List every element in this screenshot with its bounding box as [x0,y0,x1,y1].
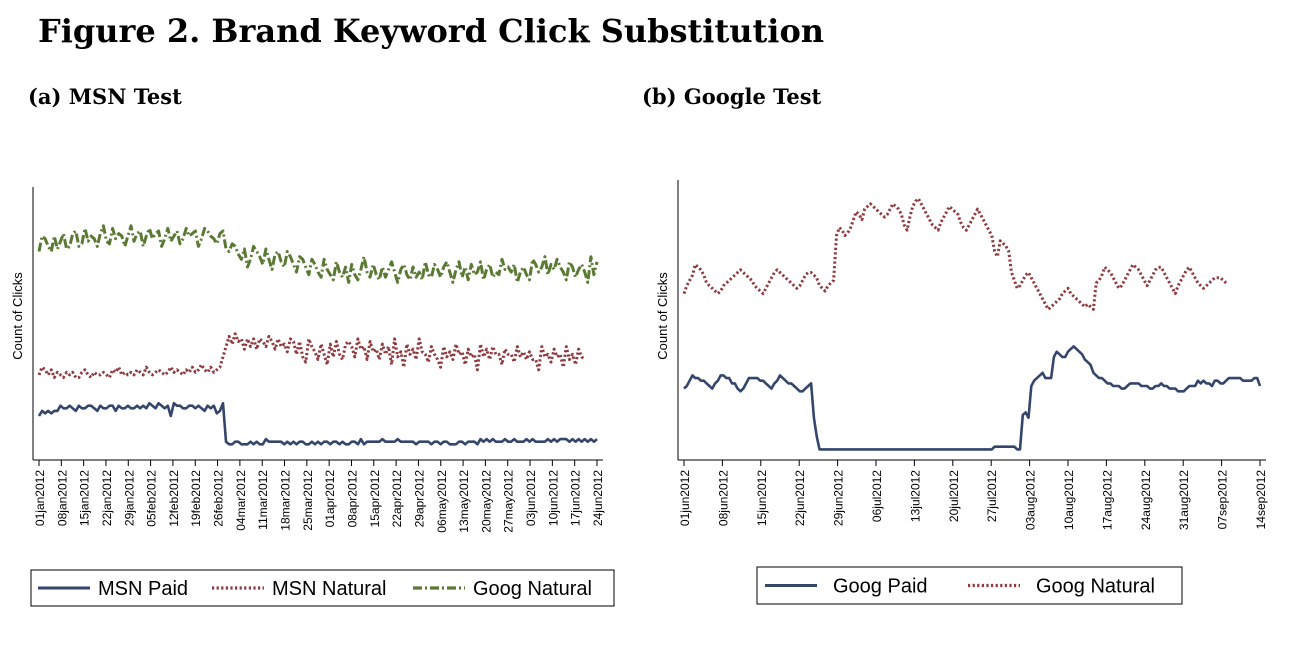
legend-label: Goog Paid [833,576,928,598]
x-tick-label: 27jul2012 [985,470,999,522]
x-tick-label: 06jul2012 [870,470,884,522]
x-tick-label: 01jun2012 [678,470,692,526]
x-tick-label: 29jan2012 [122,470,136,526]
x-tick-label: 08jun2012 [716,470,730,526]
x-tick-label: 10aug2012 [1062,470,1076,530]
x-tick-label: 22apr2012 [390,470,404,528]
x-tick-label: 13may2012 [457,470,471,533]
x-tick-label: 13jul2012 [908,470,922,522]
x-tick-label: 25mar2012 [301,470,315,531]
legend-label: Goog Natural [473,578,592,600]
series-line-goog-paid [683,345,1262,451]
x-tick-label: 14sep2012 [1254,470,1268,530]
x-tick-label: 01jan2012 [33,470,47,526]
legend-label: Goog Natural [1036,576,1155,598]
x-tick-label: 10jun2012 [546,470,560,526]
legend-box [30,569,615,607]
series-line-msn-natural [37,332,586,379]
y-axis-label: Count of Clicks [655,272,670,360]
x-tick-label: 19feb2012 [189,470,203,527]
x-tick-label: 18mar2012 [279,470,293,531]
x-tick-label: 17aug2012 [1100,470,1114,530]
x-tick-label: 24aug2012 [1139,470,1153,530]
x-tick-label: 03aug2012 [1024,470,1038,530]
y-axis-label: Count of Clicks [10,272,25,360]
x-tick-label: 22jun2012 [793,470,807,526]
legend-label: MSN Paid [98,578,188,600]
legend-label: MSN Natural [272,578,386,600]
x-tick-label: 15jan2012 [78,470,92,526]
x-tick-label: 08apr2012 [345,470,359,528]
x-tick-label: 05feb2012 [145,470,159,527]
x-tick-label: 03jun2012 [524,470,538,526]
panel-a-title: (a) MSN Test [28,84,182,109]
x-tick-label: 15apr2012 [368,470,382,528]
x-tick-label: 06may2012 [435,470,449,533]
x-tick-label: 11mar2012 [256,470,270,530]
x-tick-label: 26feb2012 [212,470,226,527]
x-tick-label: 27may2012 [502,470,516,533]
series-line-msn-paid [37,401,598,446]
x-tick-label: 07sep2012 [1216,470,1230,530]
x-tick-label: 08jan2012 [55,470,69,526]
x-tick-label: 01apr2012 [323,470,337,528]
x-tick-label: 12feb2012 [167,470,181,527]
series-line-goog-natural [682,197,1228,311]
x-tick-label: 24jun2012 [591,470,605,526]
x-tick-label: 17jun2012 [569,470,583,526]
x-tick-label: 29jun2012 [832,470,846,526]
x-tick-label: 22jan2012 [100,470,114,526]
x-tick-label: 20jul2012 [947,470,961,522]
panel-b-title: (b) Google Test [642,84,822,109]
x-tick-label: 29apr2012 [412,470,426,528]
series-line-goog-natural [37,224,599,284]
x-tick-label: 04mar2012 [234,470,248,531]
x-tick-label: 15jun2012 [755,470,769,526]
x-tick-label: 31aug2012 [1177,470,1191,530]
figure-title: Figure 2. Brand Keyword Click Substituti… [38,12,825,50]
x-tick-label: 20may2012 [479,470,493,533]
